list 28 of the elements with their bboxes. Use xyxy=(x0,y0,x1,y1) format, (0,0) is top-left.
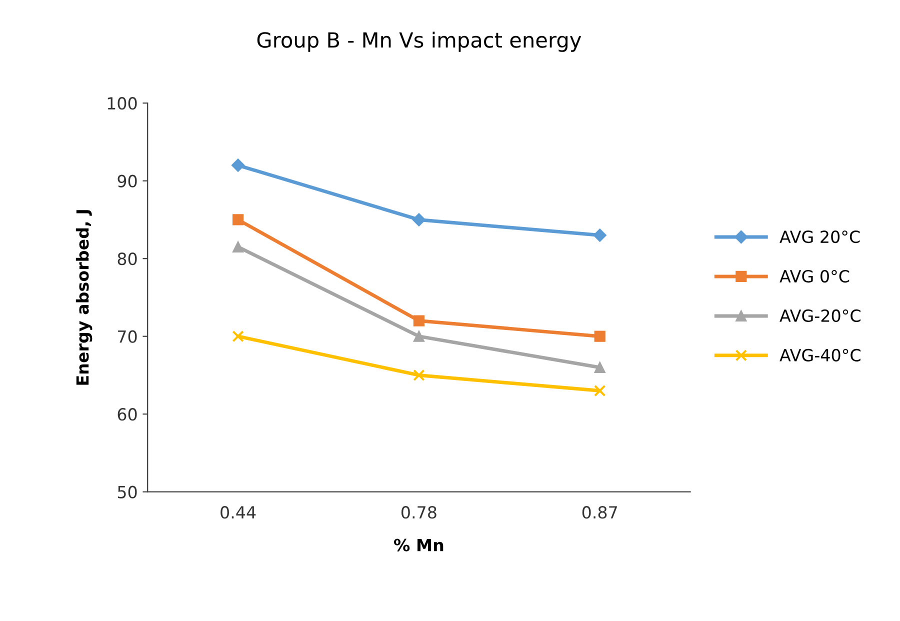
point xyxy=(232,330,244,342)
y-tick-label: 80 xyxy=(118,252,137,266)
point xyxy=(594,362,606,373)
point xyxy=(594,384,606,397)
point xyxy=(594,330,606,342)
chart-title: Group B - Mn Vs impact energy xyxy=(257,32,582,52)
y-tick-label: 60 xyxy=(118,408,137,421)
point xyxy=(232,214,244,226)
legend-label: AVG-40°C xyxy=(780,348,860,362)
y-tick-label: 70 xyxy=(118,330,137,343)
point xyxy=(412,213,426,226)
legend-label: AVG 20°C xyxy=(780,230,860,244)
y-axis-title: Energy absorbed, J xyxy=(76,210,92,385)
point xyxy=(413,330,425,342)
point xyxy=(413,369,425,382)
x-tick-label: 0.87 xyxy=(582,506,617,519)
x-tick-label: 0.44 xyxy=(220,506,256,519)
y-tick-label: 100 xyxy=(108,97,137,110)
x-axis-title: % Mn xyxy=(394,538,444,552)
y-tick-label: 90 xyxy=(118,174,137,188)
legend-label: AVG-20°C xyxy=(780,309,860,322)
point xyxy=(232,241,244,252)
point xyxy=(413,315,425,326)
y-tick-label: 50 xyxy=(118,486,137,498)
legend-label: AVG 0°C xyxy=(780,270,850,283)
x-tick-label: 0.78 xyxy=(401,506,436,519)
point xyxy=(231,158,245,172)
point xyxy=(593,228,606,242)
